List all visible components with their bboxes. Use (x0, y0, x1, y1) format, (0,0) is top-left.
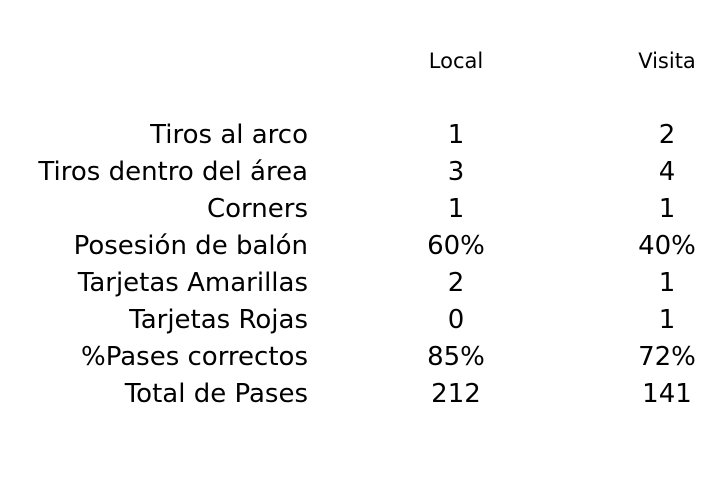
cell-value-visita: 141 (642, 379, 692, 409)
cell-value-visita: 1 (658, 194, 676, 224)
cell-value-visita: 40% (638, 231, 696, 261)
cell-value-local: 2 (447, 268, 465, 298)
cell-value-visita: 1 (658, 305, 676, 335)
cell-value-local: 1 (447, 194, 465, 224)
row-label: Tarjetas Amarillas (77, 268, 308, 298)
cell-value-local: 1 (447, 120, 465, 150)
cell-value-local: 85% (427, 342, 485, 372)
row-label: Tarjetas Rojas (129, 305, 308, 335)
cell-value-local: 212 (431, 379, 481, 409)
row-label: %Pases correctos (81, 342, 308, 372)
row-label: Tiros al arco (150, 120, 308, 150)
cell-value-local: 3 (447, 157, 465, 187)
cell-value-visita: 1 (658, 268, 676, 298)
row-label: Posesión de balón (73, 231, 308, 261)
row-label: Corners (206, 194, 308, 224)
cell-value-local: 60% (427, 231, 485, 261)
row-label: Tiros dentro del área (38, 157, 308, 187)
column-header-local: Local (428, 49, 484, 73)
row-label: Total de Pases (124, 379, 308, 409)
cell-value-local: 0 (447, 305, 465, 335)
cell-value-visita: 2 (658, 120, 676, 150)
cell-value-visita: 4 (658, 157, 676, 187)
cell-value-visita: 72% (638, 342, 696, 372)
column-header-visita: Visita (638, 49, 696, 73)
